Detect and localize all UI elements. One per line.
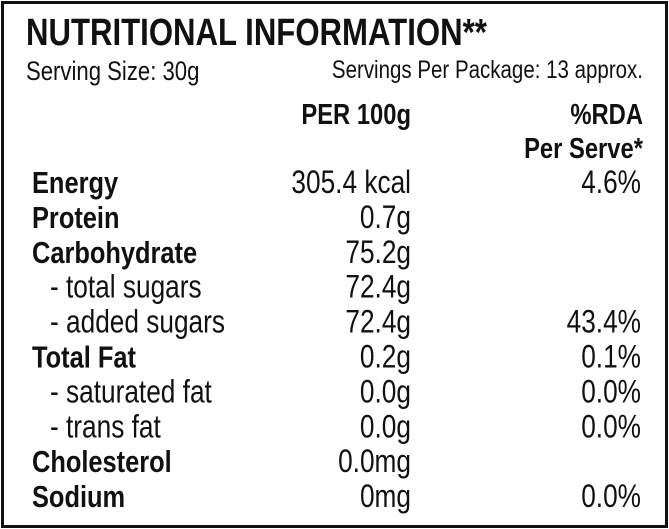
per-100g-value: 0.7g [360,201,411,236]
nutrient-label: Carbohydrate [32,235,197,270]
per-100g-value: 72.4g [345,305,411,340]
col-header: Per Serve* [524,132,644,165]
title: NUTRITIONAL INFORMATION** [26,12,487,54]
nutrient-label: - saturated fat [50,375,212,410]
nutrient-label: - total sugars [50,270,202,305]
rda-value: 4.6% [581,166,641,201]
serving-size: Serving Size: 30g [26,57,199,87]
per-100g-value: 0.0mg [338,445,411,480]
per-100g-value: 0.0g [360,375,411,410]
nutrient-label: - trans fat [50,410,161,445]
per-100g-value: 0.0g [360,410,411,445]
nutrient-label: Protein [32,201,120,236]
nutrient-label: Cholesterol [32,445,172,480]
rda-value: 0.0% [581,375,641,410]
nutrient-label: Energy [32,166,118,201]
nutrient-label: - added sugars [50,305,225,340]
col-header: %RDA [570,98,643,131]
rda-value: 0.0% [581,480,641,515]
rda-value: 43.4% [567,305,641,340]
per-100g-value: 0mg [360,480,411,515]
per-100g-value: 72.4g [345,270,411,305]
nutrient-label: Total Fat [32,340,136,375]
per-100g-value: 75.2g [345,235,411,270]
rda-value: 0.1% [581,340,641,375]
nutrient-label: Sodium [32,480,125,515]
col-header: PER 100g [301,98,411,131]
rda-value: 0.0% [581,410,641,445]
per-100g-value: 0.2g [360,340,411,375]
per-100g-value: 305.4 kcal [291,166,411,201]
servings-per-package: Servings Per Package: 13 approx. [332,55,643,83]
